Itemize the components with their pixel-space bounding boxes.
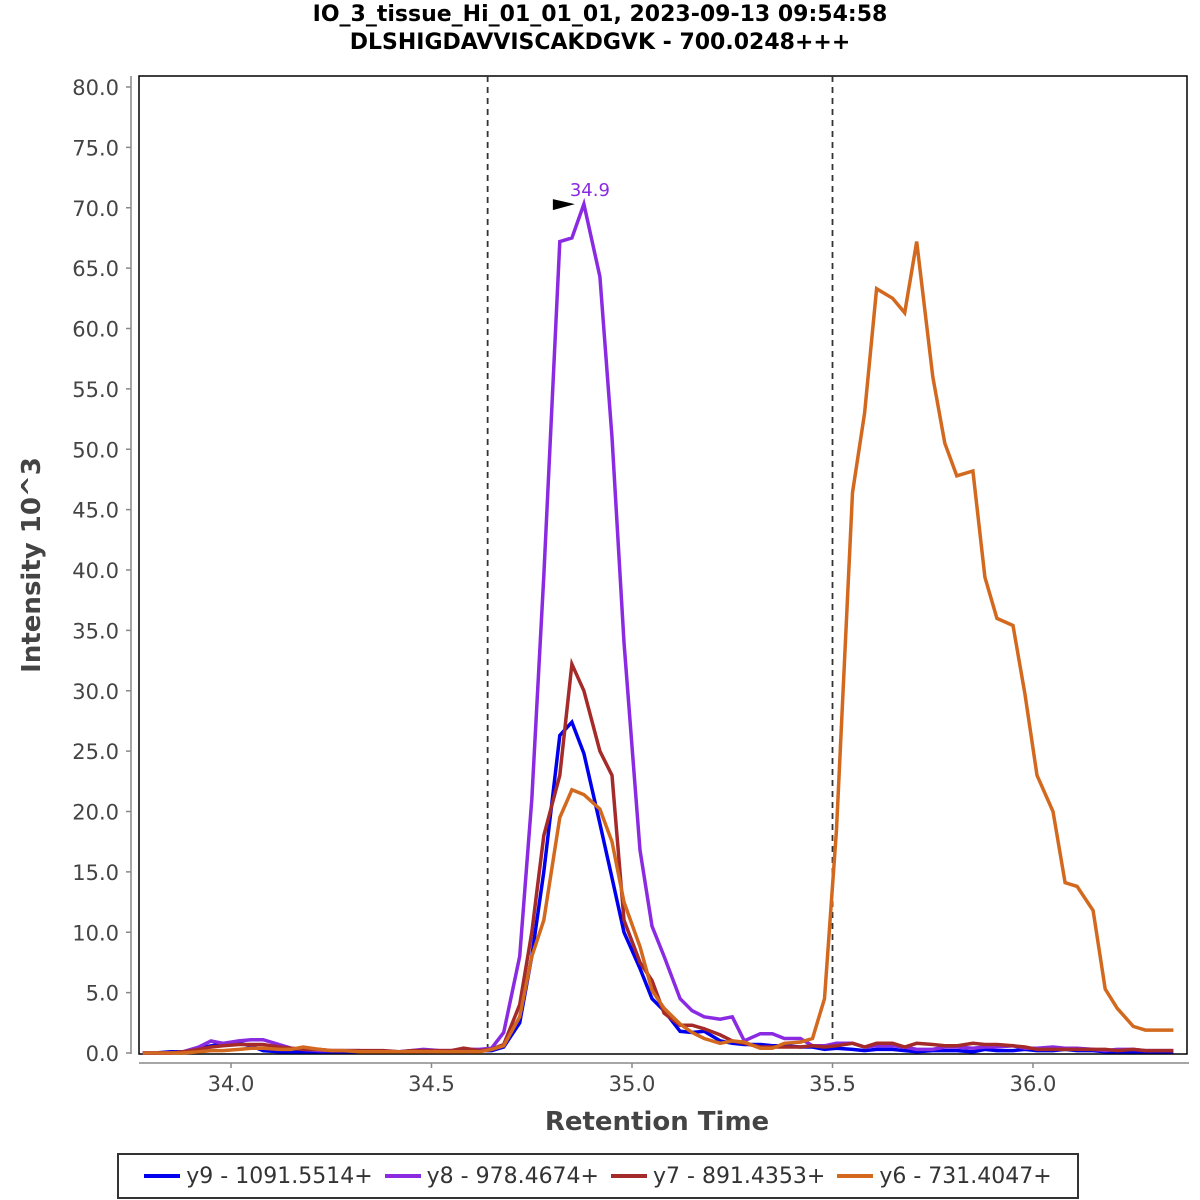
- legend-swatch: [611, 1174, 647, 1178]
- legend-item: y6 - 731.4047+: [837, 1163, 1052, 1189]
- y-tick-label: 40.0: [72, 559, 119, 583]
- legend-swatch: [384, 1174, 421, 1178]
- series-line-y6: [142, 241, 1174, 1055]
- series-line-y7: [142, 657, 1174, 1055]
- x-axis-title: Retention Time: [545, 1107, 769, 1137]
- legend-label: y7 - 891.4353+: [653, 1163, 826, 1189]
- y-tick-label: 70.0: [72, 197, 119, 221]
- legend-swatch: [837, 1174, 874, 1178]
- x-tick-label: 35.0: [609, 1072, 656, 1096]
- series-lines: [142, 197, 1174, 1055]
- peak-arrow-icon: [552, 199, 575, 211]
- x-axis: 34.0 34.5 35.0 35.5 36.0: [139, 1062, 1189, 1096]
- peak-annotation: 34.9: [552, 180, 610, 211]
- x-tick-label: 34.5: [408, 1072, 455, 1096]
- x-tick-label: 36.0: [1010, 1072, 1057, 1096]
- y-tick-label: 35.0: [72, 619, 119, 643]
- legend-item: y7 - 891.4353+: [611, 1164, 825, 1189]
- y-tick-label: 20.0: [72, 801, 119, 825]
- y-tick-label: 10.0: [72, 921, 119, 945]
- y-tick-label: 45.0: [72, 499, 119, 523]
- y-tick-label: 60.0: [72, 318, 119, 342]
- x-tick-label: 35.5: [809, 1072, 856, 1096]
- legend-swatch: [144, 1174, 181, 1178]
- legend-label: y6 - 731.4047+: [879, 1163, 1052, 1189]
- y-tick-label: 55.0: [72, 378, 119, 402]
- peak-rt-label: 34.9: [570, 180, 610, 201]
- chart-subtitle: DLSHIGDAVVISCAKDGVK - 700.0248+++: [349, 30, 851, 55]
- series-line-y8: [142, 197, 1174, 1055]
- y-axis: 0.0 5.0 10.0 15.0 20.0 25.0 30.0 35.0 40.0 45.0 50…: [72, 76, 132, 1066]
- y-tick-label: 75.0: [72, 136, 119, 160]
- y-tick-label: 30.0: [72, 680, 119, 704]
- legend-label: y8 - 978.4674+: [426, 1163, 599, 1189]
- legend-label: y9 - 1091.5514+: [186, 1163, 373, 1189]
- y-tick-label: 80.0: [72, 76, 119, 100]
- y-axis-title: Intensity 10^3: [17, 457, 47, 673]
- y-tick-label: 65.0: [72, 257, 119, 281]
- y-tick-label: 25.0: [72, 740, 119, 764]
- chart-title: IO_3_tissue_Hi_01_01_01, 2023-09-13 09:5…: [312, 2, 888, 27]
- y-tick-label: 0.0: [86, 1042, 119, 1066]
- x-tick-label: 34.0: [208, 1072, 255, 1096]
- y-tick-label: 5.0: [86, 982, 119, 1006]
- y-tick-label: 15.0: [72, 861, 119, 885]
- chart-legend: y9 - 1091.5514+ y8 - 978.4674+ y7 - 891.43…: [117, 1153, 1079, 1199]
- legend-item: y8 - 978.4674+: [384, 1163, 599, 1189]
- legend-item: y9 - 1091.5514+: [144, 1163, 373, 1189]
- y-tick-label: 50.0: [72, 438, 119, 462]
- series-line-y9: [142, 718, 1174, 1055]
- plot-area: [138, 75, 1188, 1055]
